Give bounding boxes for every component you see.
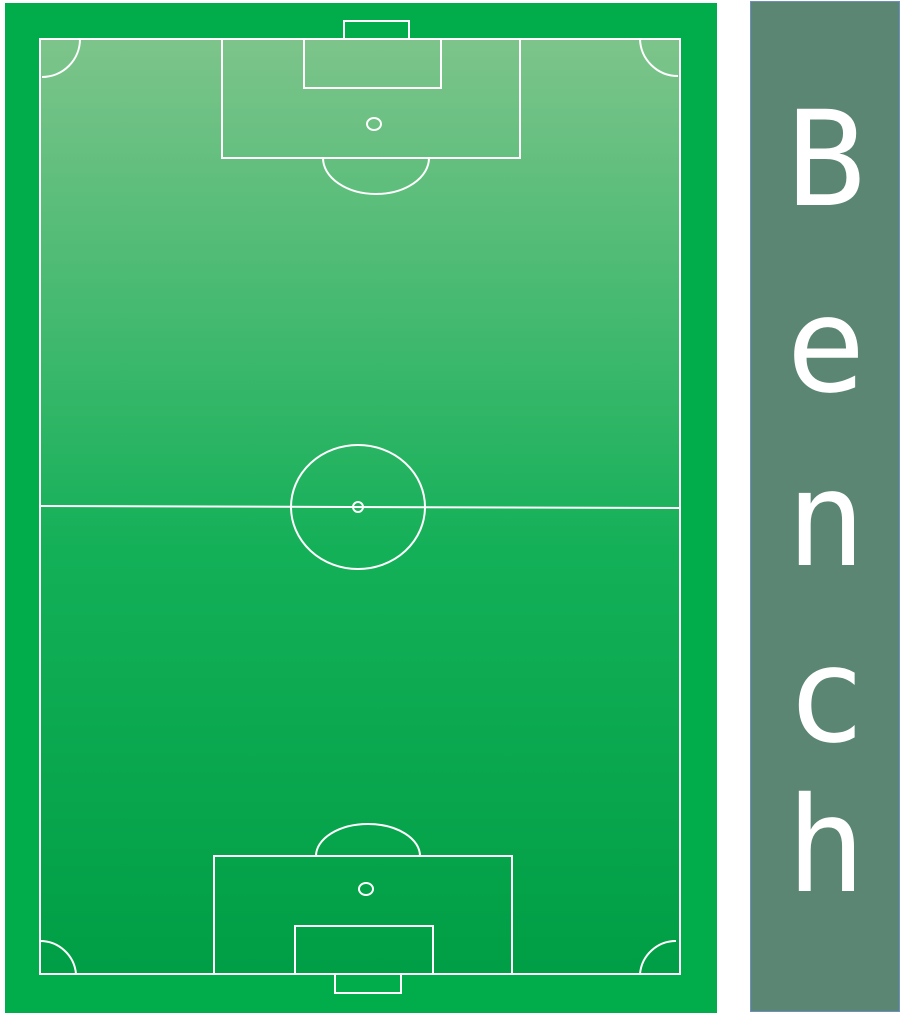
bench-panel[interactable]: B e n c h (750, 1, 900, 1012)
corner-arc-top-left (41, 38, 81, 78)
soccer-pitch (5, 3, 717, 1013)
center-circle (290, 444, 426, 570)
bottom-penalty-arc (315, 823, 421, 857)
bench-label-letter-c: c (786, 619, 866, 773)
bench-label-letter-h: h (786, 769, 866, 923)
bottom-penalty-spot (358, 882, 374, 896)
bench-label-letter-b: B (786, 83, 866, 237)
center-spot (352, 501, 364, 513)
halfway-line (39, 505, 681, 509)
corner-arc-top-right (639, 38, 679, 77)
top-goal-area (303, 38, 442, 89)
bench-label-letter-e: e (786, 269, 866, 423)
bench-label-letter-n: n (786, 443, 866, 597)
corner-arc-bottom-right (639, 939, 677, 975)
bottom-goal-area (294, 925, 434, 975)
pitch-markings (39, 20, 681, 994)
top-penalty-arc (322, 157, 430, 195)
corner-arc-bottom-left (39, 939, 77, 975)
top-penalty-spot (366, 117, 382, 131)
